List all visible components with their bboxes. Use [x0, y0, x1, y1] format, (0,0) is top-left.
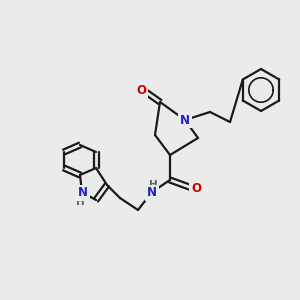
- Text: H: H: [148, 180, 158, 190]
- Text: O: O: [136, 83, 146, 97]
- Text: O: O: [191, 182, 201, 194]
- Text: N: N: [147, 187, 157, 200]
- Text: N: N: [78, 187, 88, 200]
- Text: H: H: [76, 197, 84, 207]
- Text: N: N: [180, 113, 190, 127]
